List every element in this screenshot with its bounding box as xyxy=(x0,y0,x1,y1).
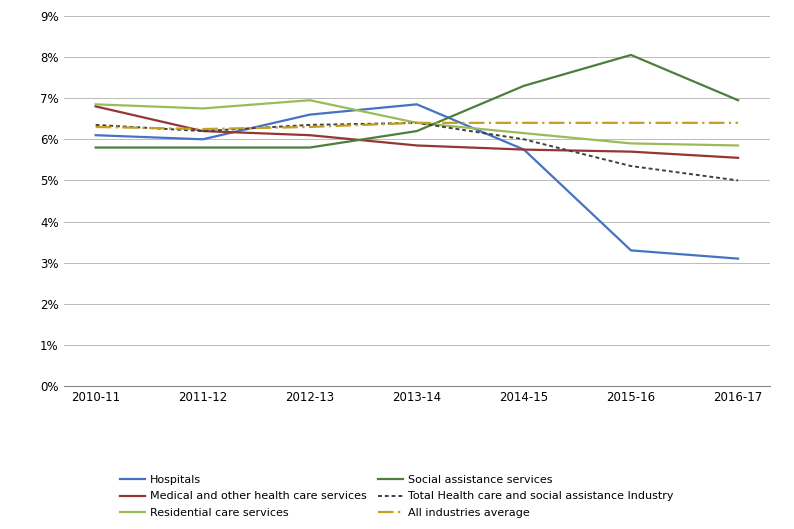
Legend: Hospitals, Medical and other health care services, Residential care services, So: Hospitals, Medical and other health care… xyxy=(121,475,673,518)
